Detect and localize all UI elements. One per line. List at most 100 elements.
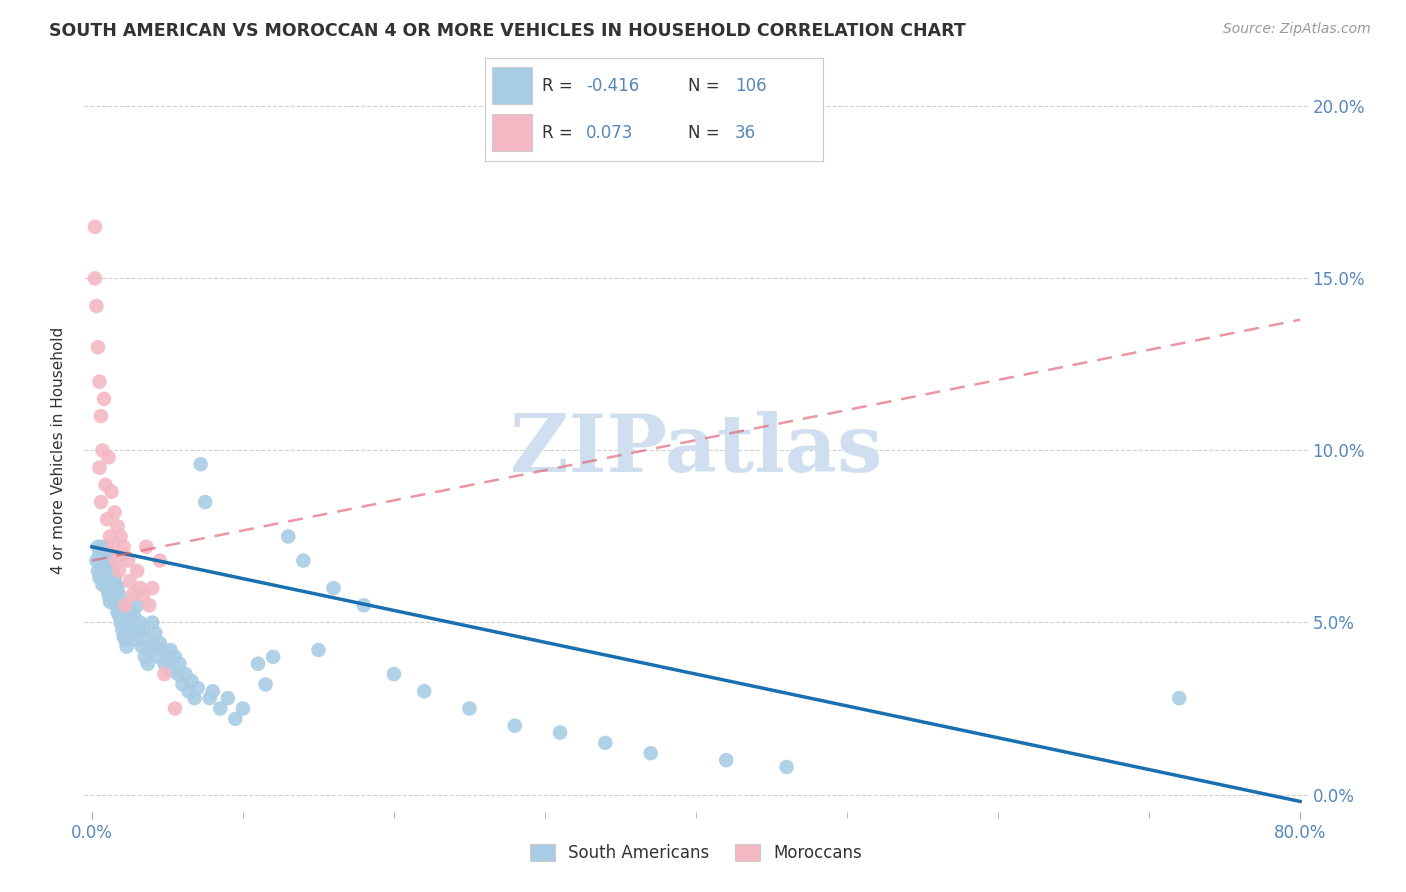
- Point: [153, 657, 176, 671]
- Point: [105, 599, 128, 613]
- Point: [114, 632, 136, 647]
- Point: [183, 691, 205, 706]
- Text: 106: 106: [735, 77, 766, 95]
- Point: [548, 725, 571, 739]
- Point: [160, 664, 183, 678]
- Point: [382, 667, 405, 681]
- Point: [111, 547, 134, 561]
- Point: [112, 605, 135, 619]
- Point: [111, 623, 134, 637]
- Point: [224, 712, 246, 726]
- Point: [121, 623, 143, 637]
- Point: [105, 553, 128, 567]
- Point: [89, 547, 111, 561]
- Point: [128, 623, 150, 637]
- Point: [194, 495, 217, 509]
- Point: [190, 457, 212, 471]
- Point: [232, 701, 254, 715]
- Point: [87, 340, 110, 354]
- Point: [114, 608, 136, 623]
- Point: [93, 571, 115, 585]
- Point: [89, 460, 111, 475]
- Point: [121, 588, 143, 602]
- Point: [136, 657, 159, 671]
- Point: [98, 574, 121, 589]
- Point: [103, 595, 125, 609]
- Point: [177, 684, 200, 698]
- Point: [143, 625, 166, 640]
- Point: [262, 649, 284, 664]
- Point: [118, 574, 141, 589]
- Point: [217, 691, 239, 706]
- Point: [131, 640, 153, 654]
- Point: [153, 667, 176, 681]
- Point: [94, 547, 117, 561]
- Point: [97, 567, 120, 582]
- Point: [87, 564, 110, 578]
- Point: [114, 599, 136, 613]
- Text: -0.416: -0.416: [586, 77, 640, 95]
- Point: [94, 564, 117, 578]
- Point: [180, 673, 202, 688]
- Point: [101, 564, 124, 578]
- Point: [98, 553, 121, 567]
- Text: N =: N =: [688, 124, 724, 142]
- Point: [141, 615, 163, 630]
- Point: [91, 557, 114, 571]
- Point: [98, 529, 121, 543]
- Text: N =: N =: [688, 77, 724, 95]
- Point: [96, 581, 118, 595]
- Point: [254, 677, 277, 691]
- Point: [132, 623, 155, 637]
- Point: [84, 219, 107, 234]
- Point: [169, 657, 191, 671]
- Point: [307, 643, 329, 657]
- Point: [118, 629, 141, 643]
- Point: [117, 553, 139, 567]
- Point: [138, 643, 160, 657]
- Point: [90, 495, 112, 509]
- Text: 0.073: 0.073: [586, 124, 634, 142]
- Point: [503, 719, 526, 733]
- Point: [98, 595, 121, 609]
- Point: [322, 581, 344, 595]
- Point: [101, 540, 124, 554]
- Point: [89, 571, 111, 585]
- Point: [201, 684, 224, 698]
- Point: [91, 577, 114, 591]
- Point: [89, 375, 111, 389]
- Point: [174, 667, 197, 681]
- Point: [107, 581, 129, 595]
- Point: [110, 529, 132, 543]
- Point: [91, 443, 114, 458]
- Point: [111, 599, 134, 613]
- Point: [90, 543, 112, 558]
- Point: [167, 667, 190, 681]
- Point: [142, 640, 165, 654]
- Point: [132, 588, 155, 602]
- Point: [100, 484, 122, 499]
- Point: [714, 753, 737, 767]
- Point: [110, 595, 132, 609]
- Point: [94, 478, 117, 492]
- Point: [172, 677, 194, 691]
- Point: [96, 540, 118, 554]
- Text: ZIPatlas: ZIPatlas: [510, 411, 882, 490]
- Point: [100, 560, 122, 574]
- Point: [96, 512, 118, 526]
- Point: [149, 636, 172, 650]
- Point: [87, 540, 110, 554]
- Point: [93, 392, 115, 406]
- Point: [134, 649, 156, 664]
- Text: 36: 36: [735, 124, 756, 142]
- Point: [129, 581, 152, 595]
- Point: [209, 701, 232, 715]
- Point: [115, 640, 138, 654]
- Text: Source: ZipAtlas.com: Source: ZipAtlas.com: [1223, 22, 1371, 37]
- Point: [277, 529, 299, 543]
- Point: [108, 588, 131, 602]
- Point: [120, 615, 142, 630]
- Point: [413, 684, 436, 698]
- Point: [138, 599, 160, 613]
- Point: [110, 615, 132, 630]
